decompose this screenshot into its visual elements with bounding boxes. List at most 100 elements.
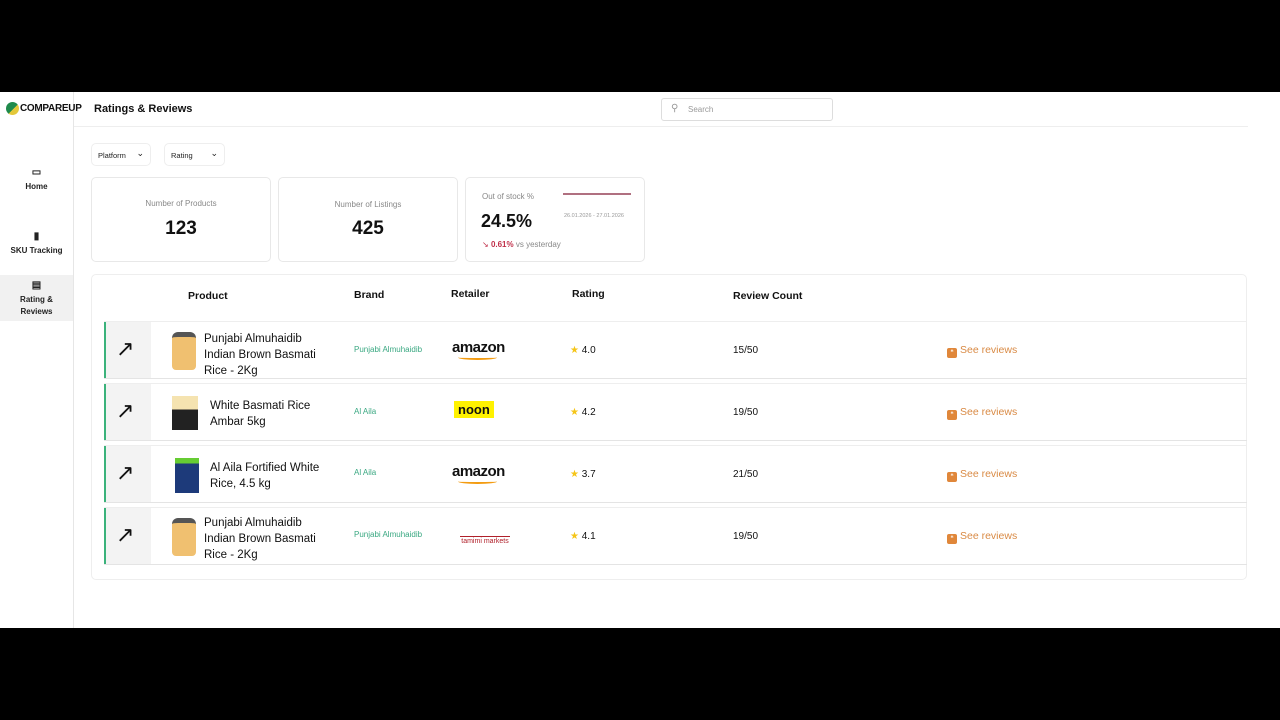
sidebar: COMPAREUP ▭ Home ▮ SKU Tracking ▤ Rating & …	[0, 92, 82, 628]
header: Ratings & Reviews ⚲ Search	[74, 92, 1248, 127]
filter-label: Rating	[171, 151, 193, 160]
rating: ★ 4.2	[570, 407, 596, 418]
search-input[interactable]: ⚲ Search	[661, 98, 833, 121]
card-label: Out of stock %	[482, 192, 535, 201]
brand: Punjabi Almuhaidib	[354, 345, 423, 354]
retailer-logo-noon: noon	[454, 401, 494, 419]
rating-value: 4.0	[581, 345, 596, 356]
product-image	[172, 518, 196, 556]
star-icon: ★	[570, 345, 579, 356]
retailer-name: tamimi markets	[455, 528, 515, 546]
bar-chart-icon: ▮	[33, 231, 40, 242]
trending-up-icon: ↗	[116, 336, 135, 361]
col-retailer: Retailer	[451, 288, 490, 300]
nav-label: SKU Tracking	[10, 246, 63, 255]
product-name[interactable]: Punjabi Almuhaidib Indian Brown Basmati …	[204, 333, 316, 377]
brand: Punjabi Almuhaidib	[354, 530, 423, 539]
card-value: 24.5%	[481, 211, 533, 231]
card-value: 123	[165, 218, 197, 239]
brand: Al Aila	[354, 407, 377, 416]
search-placeholder: Search	[688, 105, 714, 114]
review-icon: ❝	[947, 410, 957, 420]
document-icon: ▤	[31, 280, 42, 291]
trending-up-icon: ↗	[116, 460, 135, 485]
review-icon: ❝	[947, 534, 957, 544]
trending-up-icon: ↗	[116, 522, 135, 547]
link-label: See reviews	[960, 530, 1018, 542]
chevron-down-icon: ⌄	[210, 148, 218, 158]
change-suffix: vs yesterday	[515, 240, 561, 249]
rating: ★ 4.1	[570, 531, 596, 542]
sidebar-item-rating-reviews[interactable]: ▤ Rating & Reviews	[0, 275, 73, 321]
trend-cell[interactable]: ↗	[104, 446, 151, 502]
card-label: Number of Products	[145, 199, 217, 208]
chevron-down-icon: ⌄	[136, 148, 144, 158]
rating-filter[interactable]: Rating ⌄	[164, 143, 225, 166]
link-label: See reviews	[960, 344, 1018, 356]
sidebar-item-sku-tracking[interactable]: ▮ SKU Tracking	[0, 231, 73, 257]
review-count: 19/50	[733, 407, 759, 418]
rating: ★ 4.0	[570, 345, 596, 356]
retailer-logo-amazon: amazon	[452, 463, 505, 481]
table-row[interactable]: ↗ White Basmati Rice Ambar 5kg Al Aila n…	[104, 383, 1247, 441]
link-label: See reviews	[960, 406, 1018, 418]
star-icon: ★	[570, 407, 579, 418]
change-value: 0.61%	[490, 240, 514, 249]
card-label: Number of Listings	[334, 200, 402, 209]
trend-down-icon: ↘	[482, 240, 489, 249]
listings-card: Number of Listings 425	[278, 177, 458, 262]
see-reviews-link[interactable]: ❝ See reviews	[947, 468, 1017, 482]
card-icon: ▭	[31, 167, 42, 178]
product-image	[172, 396, 198, 430]
review-count: 19/50	[733, 531, 759, 542]
see-reviews-link[interactable]: ❝ See reviews	[947, 406, 1017, 420]
products-card: Number of Products 123	[91, 177, 271, 262]
review-icon: ❝	[947, 348, 957, 358]
trend-cell[interactable]: ↗	[104, 384, 151, 440]
rating-value: 4.2	[581, 407, 596, 418]
see-reviews-link[interactable]: ❝ See reviews	[947, 344, 1017, 358]
col-brand: Brand	[354, 289, 385, 301]
search-icon: ⚲	[671, 103, 679, 114]
rating-value: 4.1	[581, 531, 596, 542]
col-review-count: Review Count	[733, 290, 803, 302]
review-icon: ❝	[947, 472, 957, 482]
sidebar-item-home[interactable]: ▭ Home	[0, 167, 73, 193]
col-rating: Rating	[572, 288, 605, 300]
rating: ★ 3.7	[570, 469, 596, 480]
trend-cell[interactable]: ↗	[104, 322, 151, 378]
out-of-stock-card: Out of stock % 26.01.2026 - 27.01.2026 2…	[465, 177, 645, 262]
brand: Al Aila	[354, 468, 377, 477]
table-row[interactable]: ↗ Al Aila Fortified White Rice, 4.5 kg A…	[104, 445, 1247, 503]
trending-up-icon: ↗	[116, 398, 135, 423]
product-name[interactable]: White Basmati Rice Ambar 5kg	[210, 400, 311, 428]
trend-cell[interactable]: ↗	[104, 508, 151, 564]
filter-label: Platform	[98, 151, 126, 160]
sparkline	[563, 193, 631, 195]
review-count: 21/50	[733, 469, 759, 480]
logo[interactable]: COMPAREUP	[6, 102, 82, 115]
page-title: Ratings & Reviews	[94, 103, 193, 115]
retailer-name: amazon	[452, 463, 505, 480]
star-icon: ★	[570, 469, 579, 480]
card-value: 425	[352, 218, 384, 239]
logo-text: COMPAREUP	[20, 103, 82, 114]
platform-filter[interactable]: Platform ⌄	[91, 143, 151, 166]
retailer-logo-tamimi: tamimi markets	[455, 528, 515, 546]
product-name[interactable]: Al Aila Fortified White Rice, 4.5 kg	[210, 462, 320, 490]
rating-value: 3.7	[581, 469, 596, 480]
app: COMPAREUP ▭ Home ▮ SKU Tracking ▤ Rating & …	[0, 92, 1280, 628]
product-image	[172, 332, 196, 370]
reviews-table: Product Brand Retailer Rating Review Cou…	[91, 274, 1247, 580]
product-name[interactable]: Punjabi Almuhaidib Indian Brown Basmati …	[204, 517, 316, 561]
table-row[interactable]: ↗ Punjabi Almuhaidib Indian Brown Basmat…	[104, 507, 1247, 565]
review-count: 15/50	[733, 345, 759, 356]
link-label: See reviews	[960, 468, 1018, 480]
change-indicator: ↘ 0.61% vs yesterday	[482, 240, 561, 249]
see-reviews-link[interactable]: ❝ See reviews	[947, 530, 1017, 544]
nav-label: Home	[25, 182, 48, 191]
star-icon: ★	[570, 531, 579, 542]
retailer-name: amazon	[452, 339, 505, 356]
table-row[interactable]: ↗ Punjabi Almuhaidib Indian Brown Basmat…	[104, 321, 1247, 379]
date-range: 26.01.2026 - 27.01.2026	[564, 213, 624, 219]
